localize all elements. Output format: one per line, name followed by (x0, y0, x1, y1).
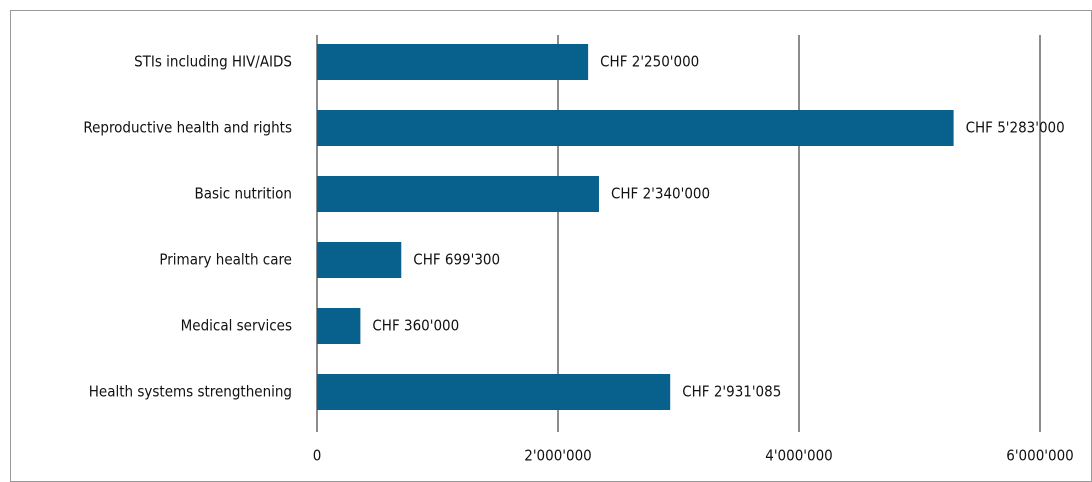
bar (317, 44, 589, 80)
y-tick-label: Primary health care (159, 251, 292, 269)
data-label: CHF 699'300 (413, 251, 500, 269)
bar (317, 176, 599, 212)
x-tick-label: 4'000'000 (765, 447, 833, 465)
data-label: CHF 2'340'000 (611, 185, 710, 203)
y-tick-label: Medical services (181, 317, 292, 335)
y-tick-label: Health systems strengthening (89, 383, 292, 401)
bar (317, 242, 402, 278)
data-label: CHF 2'931'085 (682, 383, 781, 401)
x-tick-label: 2'000'000 (524, 447, 592, 465)
data-label: CHF 5'283'000 (966, 119, 1065, 137)
x-tick-label: 6'000'000 (1006, 447, 1074, 465)
bar (317, 374, 671, 410)
data-label: CHF 2'250'000 (600, 53, 699, 71)
y-tick-label: Reproductive health and rights (83, 119, 292, 137)
bar (317, 110, 954, 146)
x-tick-label: 0 (313, 447, 322, 465)
y-tick-label: Basic nutrition (194, 185, 292, 203)
chart-border (10, 10, 1092, 482)
data-label: CHF 360'000 (372, 317, 459, 335)
y-tick-label: STIs including HIV/AIDS (134, 53, 292, 71)
bar (317, 308, 361, 344)
